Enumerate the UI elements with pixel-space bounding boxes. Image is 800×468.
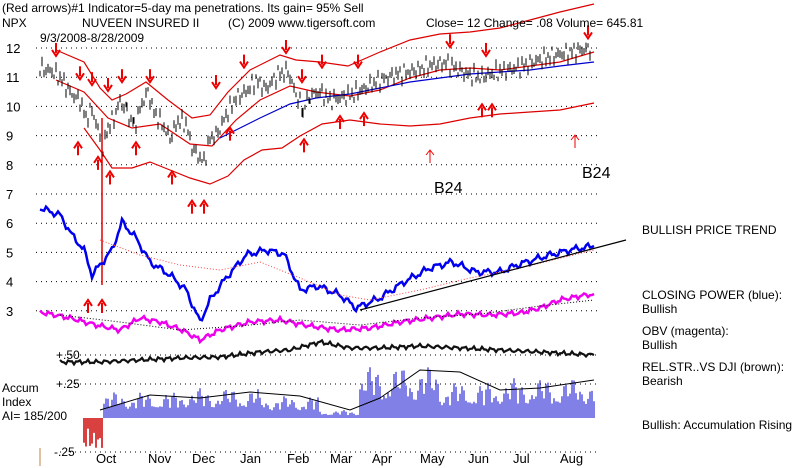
y-tick-label: 9 (6, 129, 13, 144)
fund-name: NUVEEN INSURED II (82, 16, 200, 30)
buy-arrow-thin (570, 134, 580, 148)
sell-arrow (211, 75, 221, 90)
buy-arrow (487, 102, 497, 118)
buy-arrow (105, 169, 115, 185)
buy-arrow (335, 114, 345, 129)
relstr-value: Bearish (642, 374, 683, 388)
relative-strength-line (59, 338, 595, 367)
x-tick-label: Nov (148, 451, 172, 466)
accum-title-2: Index (2, 395, 32, 409)
y-tick-label: 3 (6, 304, 13, 319)
y-tick-label: 10 (6, 99, 20, 114)
copyright-text: (C) 2009 www.tigersoft.com (228, 16, 376, 30)
indicator-lines (39, 204, 627, 367)
price-bars (39, 42, 591, 285)
closing-power-ma (99, 239, 595, 301)
sell-arrow (117, 69, 127, 85)
sell-arrow (239, 54, 249, 70)
lower-band (83, 102, 595, 185)
close-change-volume: Close= 12 Change= .08 Volume= 645.81 (426, 16, 644, 30)
grid-lines (36, 47, 600, 453)
sell-arrow (317, 54, 327, 70)
accum-ai: AI= 185/200 (2, 409, 68, 423)
sell-arrow (445, 34, 455, 49)
buy-arrow (167, 169, 177, 185)
y-tick-label: 11 (6, 70, 20, 85)
sell-arrow (145, 69, 155, 85)
sell-arrow (87, 72, 97, 87)
sell-arrow (583, 25, 593, 41)
closing-power-value: Bullish (642, 302, 678, 316)
x-tick-label: Feb (287, 451, 309, 466)
buy-arrow (131, 140, 141, 156)
y-tick-label: 12 (6, 41, 20, 56)
sell-arrow (481, 42, 491, 58)
sell-arrow (297, 69, 307, 85)
x-tick-label: May (420, 451, 445, 466)
indicator-description: (Red arrows)#1 Indicator=5-day ma penetr… (2, 1, 364, 15)
b24-label-1: B24 (434, 180, 463, 197)
obv-ma (59, 299, 595, 331)
accum-title-1: Accum (2, 381, 39, 395)
trend-label: BULLISH PRICE TREND (642, 223, 777, 237)
sell-arrow (281, 40, 291, 55)
accum-ma (99, 369, 595, 411)
x-tick-label: Dec (192, 451, 216, 466)
closing-power-line (39, 204, 595, 322)
trendline (359, 239, 627, 311)
buy-arrow (225, 125, 235, 141)
y-tick-label: 4 (6, 275, 13, 290)
closing-power-label: CLOSING POWER (blue): (642, 288, 783, 302)
buy-arrow (93, 155, 103, 170)
price-axis-ticks: 12 11 10 9 8 7 6 5 4 3 +.50 +.25 -.25 (6, 41, 80, 459)
accum-tick-label: +.50 (56, 348, 80, 362)
accumulation-index-bars (83, 367, 595, 448)
relstr-label: REL.STR..VS DJI (brown): (642, 360, 785, 374)
buy-arrow (83, 298, 93, 313)
x-tick-label: Aug (560, 451, 583, 466)
buy-arrow (97, 298, 107, 313)
x-tick-label: Mar (330, 451, 353, 466)
buy-arrow (187, 198, 197, 214)
b24-label-2: B24 (582, 165, 611, 182)
moving-average (219, 61, 595, 139)
y-tick-label: 7 (6, 187, 13, 202)
sell-arrow (75, 66, 85, 82)
x-tick-label: Oct (96, 451, 117, 466)
y-tick-label: 6 (6, 216, 13, 231)
buy-arrow (199, 198, 209, 214)
buy-arrow (359, 111, 369, 127)
month-axis-ticks: Oct Nov Dec Jan Feb Mar Apr May Jun Jul Aug (39, 448, 583, 466)
sell-arrow (103, 77, 113, 93)
price-bands (55, 3, 595, 185)
sell-arrow (51, 42, 61, 58)
signal-arrows (51, 25, 593, 313)
y-tick-label: 5 (6, 245, 13, 260)
sell-arrow (353, 54, 363, 70)
buy-arrow-thin (425, 149, 435, 163)
date-range: 9/3/2008-8/28/2009 (40, 31, 145, 45)
buy-arrow (477, 102, 487, 118)
upper-band (55, 3, 595, 119)
buy-arrow (73, 140, 83, 156)
x-tick-label: Jan (240, 451, 261, 466)
middle-band (55, 51, 595, 147)
obv-line (39, 292, 595, 345)
accum-tick-label: +.25 (56, 377, 80, 391)
accum-summary: Bullish: Accumulation Rising (642, 418, 793, 432)
buy-arrow (299, 137, 309, 153)
x-tick-label: Jun (468, 451, 489, 466)
x-tick-label: Jul (513, 451, 530, 466)
obv-label: OBV (magenta): (642, 324, 729, 338)
x-tick-label: Apr (372, 451, 393, 466)
accum-tick-label: -.25 (54, 445, 75, 459)
y-tick-label: 8 (6, 158, 13, 173)
ticker-label: NPX (2, 16, 27, 30)
obv-value: Bullish (642, 338, 678, 352)
